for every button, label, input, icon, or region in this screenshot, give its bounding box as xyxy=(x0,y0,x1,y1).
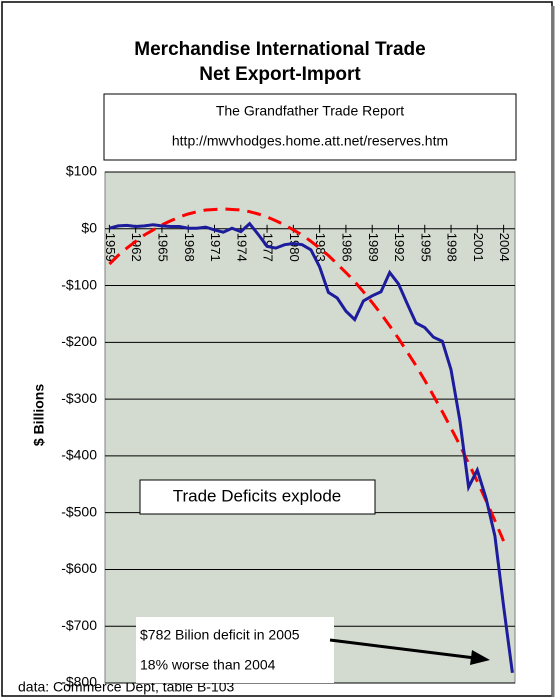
x-tick-label: 2004 xyxy=(497,233,512,262)
annotation-box xyxy=(136,617,334,683)
x-tick-label: 1959 xyxy=(103,233,118,262)
y-tick-label: -$600 xyxy=(61,560,97,576)
x-tick-label: 1995 xyxy=(418,233,433,262)
chart-title: Merchandise International Trade xyxy=(134,39,425,60)
y-tick-label: -$100 xyxy=(61,276,97,292)
y-tick-label: -$300 xyxy=(61,390,97,406)
y-tick-label: -$500 xyxy=(61,503,97,519)
y-tick-label: $0 xyxy=(81,219,97,235)
chart-title: Net Export-Import xyxy=(199,64,361,85)
annotation: $782 Bilion deficit in 2005 xyxy=(140,627,300,643)
arrow xyxy=(329,638,476,660)
x-tick-label: 1965 xyxy=(156,233,171,262)
subtitle-box xyxy=(103,93,517,161)
x-tick-label: 1962 xyxy=(129,233,144,262)
annotation: Trade Deficits explode xyxy=(173,486,342,505)
plot-area xyxy=(104,171,516,684)
y-tick-label: -$200 xyxy=(61,333,97,349)
x-tick-label: 2001 xyxy=(471,233,486,262)
series-line xyxy=(109,221,514,673)
subtitle: The Grandfather Trade Report xyxy=(216,103,404,119)
y-tick-label: -$800 xyxy=(61,674,97,690)
x-tick-label: 1989 xyxy=(366,233,381,262)
x-tick-label: 1998 xyxy=(445,233,460,262)
x-tick-label: 1974 xyxy=(234,233,249,262)
x-tick-label: 1980 xyxy=(287,233,302,262)
subtitle: http://mwvhodges.home.att.net/reserves.h… xyxy=(172,133,448,149)
y-axis-label: $ Billions xyxy=(31,384,47,446)
x-tick-label: 1971 xyxy=(208,233,223,262)
x-tick-label: 1992 xyxy=(392,233,407,262)
annotation: 18% worse than 2004 xyxy=(140,657,276,673)
x-tick-label: 1968 xyxy=(182,233,197,262)
y-tick-label: -$400 xyxy=(61,447,97,463)
x-tick-label: 1983 xyxy=(313,233,328,262)
arrow-head xyxy=(470,650,490,665)
x-tick-label: 1986 xyxy=(339,233,354,262)
y-tick-label: -$700 xyxy=(61,617,97,633)
annotation-box xyxy=(139,479,376,515)
y-tick-label: $100 xyxy=(66,163,97,179)
